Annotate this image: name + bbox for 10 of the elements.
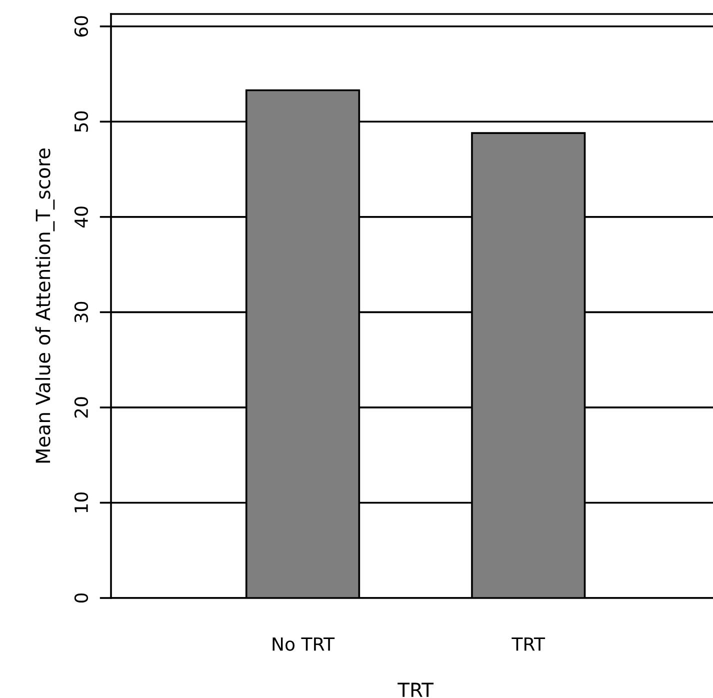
y-tick-label: 60 [74, 16, 88, 37]
y-tick-label: 0 [74, 593, 88, 603]
y-tick-label: 30 [74, 302, 88, 322]
y-tick-label: 10 [74, 492, 88, 512]
y-tick-label: 40 [74, 206, 88, 228]
x-tick-label: No TRT [272, 637, 335, 651]
x-axis-title: TRT [398, 682, 434, 697]
y-axis-title: Mean Value of Attention_T_score [35, 148, 55, 463]
y-tick-label: 50 [74, 111, 88, 132]
y-tick-label: 20 [74, 397, 88, 418]
